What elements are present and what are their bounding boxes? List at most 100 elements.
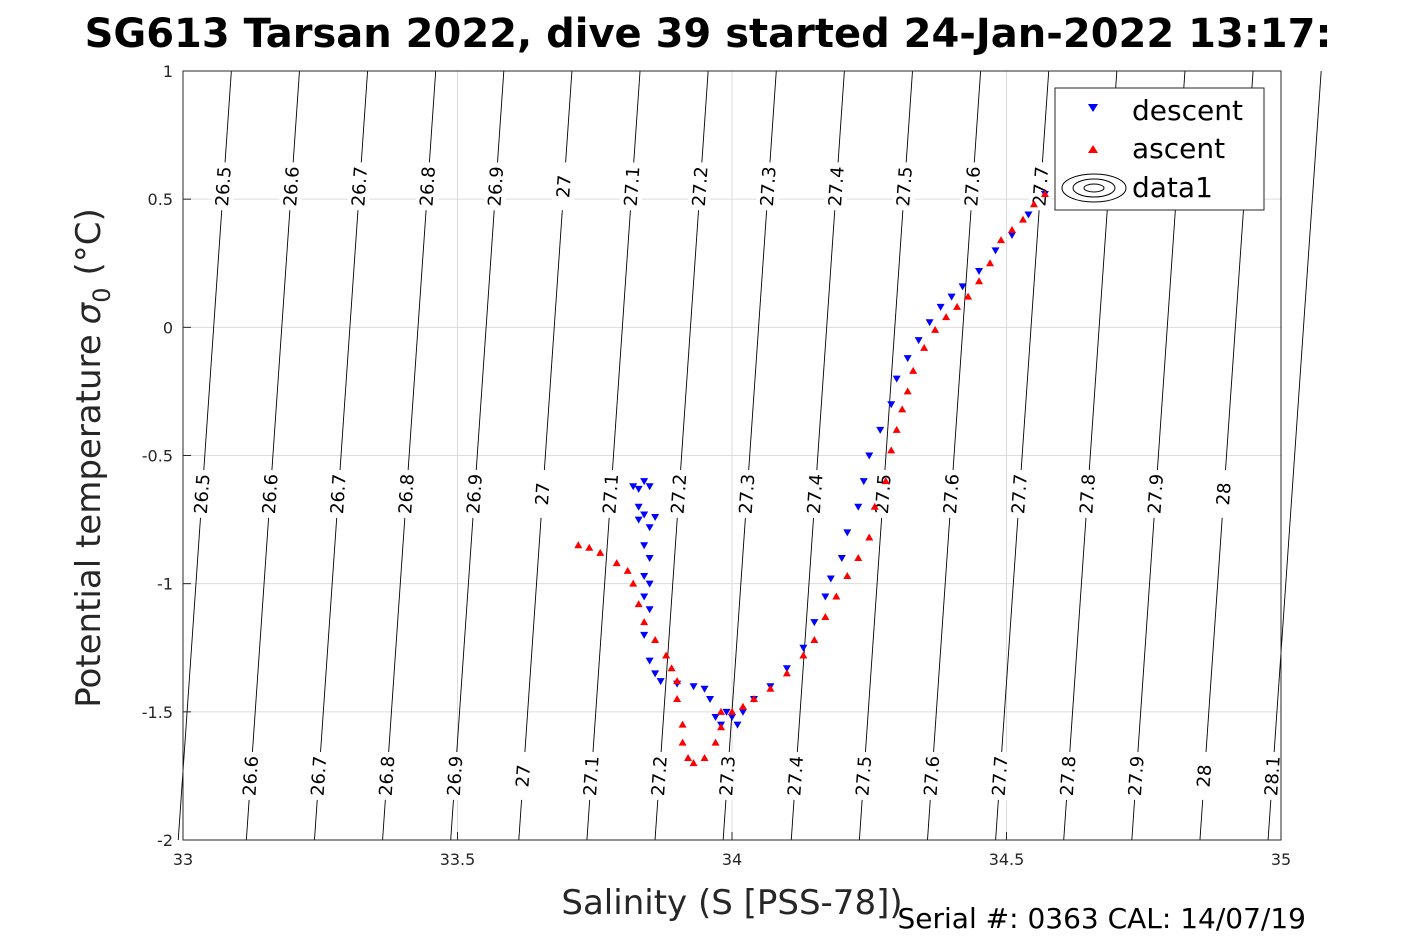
isopycnal-label-bg bbox=[442, 751, 468, 801]
ascent-marker bbox=[596, 548, 605, 556]
isopycnal-label: 26.7 bbox=[327, 473, 351, 514]
ascent-marker bbox=[903, 387, 912, 395]
descent-marker bbox=[656, 678, 665, 686]
descent-marker bbox=[640, 631, 649, 639]
descent-marker bbox=[887, 401, 896, 409]
descent-marker bbox=[634, 485, 643, 493]
isopycnal-label-bg bbox=[823, 161, 850, 212]
isopycnal-label: 27.4 bbox=[804, 473, 828, 514]
descent-marker bbox=[958, 283, 967, 291]
y-tick-label: -1.5 bbox=[142, 703, 173, 722]
isopycnal-label-bg bbox=[646, 751, 673, 801]
data-markers bbox=[574, 190, 1049, 767]
isopycnal-label: 27.7 bbox=[1029, 166, 1053, 207]
isopycnal-label: 26.6 bbox=[280, 166, 304, 207]
isopycnal-label: 26.7 bbox=[308, 755, 332, 796]
y-axis-label-unit: (°C) bbox=[69, 208, 109, 275]
ascent-marker bbox=[865, 533, 874, 541]
ascent-marker bbox=[953, 302, 962, 310]
ascent-marker bbox=[678, 738, 687, 746]
y-tick-label: 0.5 bbox=[148, 190, 173, 209]
y-axis-label-main: Potential temperature bbox=[69, 334, 109, 707]
legend-box bbox=[1054, 87, 1265, 211]
y-tick-label: -0.5 bbox=[142, 447, 173, 466]
ascent-marker bbox=[881, 477, 890, 485]
ascent-marker bbox=[673, 677, 682, 685]
ascent-marker bbox=[717, 723, 726, 731]
ascent-marker bbox=[964, 292, 973, 300]
isopycnal-label: 27 bbox=[512, 764, 535, 788]
isopycnal-label: 28.1 bbox=[1261, 755, 1285, 796]
isopycnal-label: 27.8 bbox=[1076, 473, 1100, 514]
isopycnal-label: 27.5 bbox=[852, 755, 876, 796]
descent-marker bbox=[892, 375, 901, 383]
ascent-marker bbox=[728, 707, 736, 715]
isopycnal-label: 27.3 bbox=[757, 166, 781, 207]
x-tick-label: 34.5 bbox=[989, 850, 1025, 869]
isopycnal-label: 27.6 bbox=[921, 755, 945, 796]
isopycnal-label-bg bbox=[870, 469, 896, 519]
isopycnal-label: 27.6 bbox=[940, 473, 964, 514]
ascent-marker bbox=[1040, 190, 1049, 198]
isopycnal-label: 27.2 bbox=[689, 166, 713, 207]
ascent-marker bbox=[651, 636, 660, 644]
isopycnal-label: 26.6 bbox=[239, 755, 263, 796]
isopycnal-label: 26.8 bbox=[395, 473, 419, 514]
descent-marker bbox=[991, 247, 1000, 255]
x-axis-ticks: 33 33.5 34 34.5 35 bbox=[173, 832, 1291, 869]
isopycnal-label: 27.3 bbox=[736, 473, 760, 514]
isopycnal-label-bg bbox=[578, 751, 604, 801]
isopycnal-label-bg bbox=[1211, 469, 1237, 519]
isopycnal-label-bg bbox=[210, 161, 237, 212]
y-axis-label-symbol: σ bbox=[69, 301, 109, 324]
ascent-marker bbox=[749, 695, 758, 703]
isopycnal-label: 26.7 bbox=[348, 166, 372, 207]
legend-data1-label: data1 bbox=[1132, 171, 1213, 204]
ascent-marker bbox=[920, 343, 929, 351]
descent-marker bbox=[821, 593, 830, 601]
descent-marker bbox=[728, 713, 736, 721]
chart-title: SG613 Tarsan 2022, dive 39 started 24-Ja… bbox=[85, 11, 1332, 57]
isopycnal-label: 27.5 bbox=[872, 473, 896, 514]
isopycnal-label-bg bbox=[687, 161, 713, 212]
isopycnal-label-bg bbox=[415, 161, 441, 212]
ascent-marker bbox=[997, 236, 1006, 244]
isopycnal-label: 27 bbox=[532, 482, 555, 506]
isopycnal-label-bg bbox=[783, 751, 809, 801]
descent-marker bbox=[645, 483, 654, 491]
ascent-marker bbox=[909, 366, 918, 374]
ascent-marker bbox=[612, 559, 621, 567]
isopycnal-label-bg bbox=[666, 469, 692, 519]
ascent-marker bbox=[623, 566, 632, 574]
isopycnal-label-bg bbox=[1074, 469, 1101, 519]
descent-marker bbox=[1024, 211, 1033, 219]
isopycnal-label-bg bbox=[1143, 469, 1169, 519]
descent-marker bbox=[640, 572, 649, 580]
isopycnal-label: 26.6 bbox=[259, 473, 283, 514]
x-axis-label: Salinity (S [PSS-78]) bbox=[561, 883, 902, 923]
ascent-marker bbox=[678, 720, 687, 728]
x-tick-label: 33 bbox=[173, 850, 193, 869]
isopycnal-label: 27.4 bbox=[784, 755, 808, 796]
ascent-marker bbox=[986, 259, 995, 267]
isopycnal-label: 28 bbox=[1213, 482, 1236, 506]
descent-marker bbox=[903, 355, 912, 363]
descent-marker bbox=[733, 721, 742, 729]
isopycnal-label-bg bbox=[1259, 751, 1286, 801]
isopycnal-label: 27.8 bbox=[1057, 755, 1081, 796]
ascent-marker bbox=[782, 669, 791, 677]
isopycnal-label: 27.2 bbox=[668, 473, 692, 514]
isopycnal-label: 26.5 bbox=[191, 473, 215, 514]
descent-marker bbox=[711, 713, 720, 721]
ascent-marker bbox=[892, 425, 901, 433]
y-tick-label: 1 bbox=[163, 62, 173, 81]
isopycnal-label-bg bbox=[189, 469, 215, 519]
descent-marker bbox=[810, 619, 819, 627]
isopycnal-label: 26.8 bbox=[416, 166, 440, 207]
descent-marker bbox=[640, 593, 649, 601]
isopycnal-label-bg bbox=[734, 469, 760, 519]
ascent-marker bbox=[634, 600, 643, 608]
descent-marker bbox=[826, 575, 835, 583]
y-axis-label-subscript: 0 bbox=[88, 287, 116, 302]
isopycnal-label-bg bbox=[238, 751, 264, 801]
